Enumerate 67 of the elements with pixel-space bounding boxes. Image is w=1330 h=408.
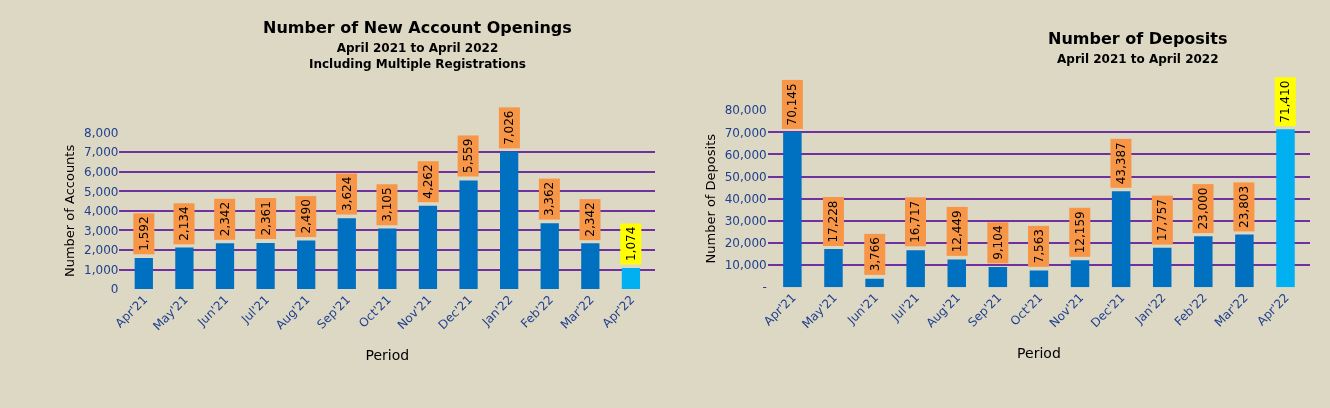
data-label: 70,145 — [785, 83, 800, 126]
y-tick-label: 2,000 — [84, 243, 119, 258]
y-tick-label: 10,000 — [724, 258, 767, 273]
y-axis-title: Number of Deposits — [702, 133, 718, 264]
bar — [459, 180, 478, 290]
data-label: 7,563 — [1031, 228, 1046, 264]
y-tick-label: 50,000 — [724, 169, 767, 184]
bar — [337, 218, 356, 290]
chart-title: Number of Deposits — [1048, 29, 1228, 48]
y-tick-label: - — [762, 280, 767, 295]
chart-title: Number of New Account Openings — [263, 18, 572, 37]
bar — [988, 267, 1008, 288]
y-tick-label: 5,000 — [84, 184, 119, 199]
data-label: 3,624 — [339, 176, 354, 212]
bar — [1070, 260, 1090, 288]
data-label: 4,262 — [421, 164, 436, 199]
data-label: 23,000 — [1196, 187, 1211, 230]
y-tick-label: 1,000 — [84, 262, 119, 277]
bar — [540, 223, 559, 290]
data-label: 1,592 — [136, 216, 151, 251]
bar — [947, 259, 966, 288]
y-tick-label: 3,000 — [84, 223, 119, 238]
data-label: 12,449 — [950, 210, 965, 253]
bar — [256, 242, 275, 290]
data-label: 2,342 — [583, 202, 598, 237]
data-label: 43,387 — [1113, 142, 1128, 185]
bar — [1029, 270, 1049, 288]
y-tick-label: 80,000 — [724, 103, 767, 118]
bar — [621, 268, 641, 290]
y-tick-label: 60,000 — [724, 147, 767, 162]
chart-subtitle: April 2021 to April 2022 — [1057, 52, 1219, 66]
bar — [906, 250, 925, 288]
bar — [865, 278, 884, 288]
chart-subtitle: April 2021 to April 2022 Including Multiple Registrations — [309, 41, 527, 71]
bar — [824, 249, 843, 288]
y-tick-label: 7,000 — [84, 145, 119, 160]
y-tick-label: 40,000 — [724, 191, 767, 206]
y-tick-label: 20,000 — [724, 236, 767, 251]
y-tick-label: 8,000 — [84, 125, 119, 140]
data-label: 16,717 — [908, 200, 923, 243]
data-label: 2,342 — [217, 201, 232, 237]
data-label: 17,757 — [1155, 199, 1170, 242]
data-label: 12,159 — [1072, 211, 1087, 254]
data-label: 3,105 — [379, 187, 394, 222]
data-label: 17,228 — [826, 200, 841, 243]
y-tick-label: 30,000 — [724, 214, 767, 228]
data-label: 3,362 — [542, 181, 557, 217]
data-label: 7,026 — [502, 110, 517, 145]
data-label: 1,074 — [623, 226, 638, 262]
data-label: 23,803 — [1236, 185, 1251, 228]
data-label: 71,410 — [1278, 80, 1293, 123]
y-tick-label: 4,000 — [84, 204, 119, 219]
bar — [1111, 191, 1131, 288]
x-axis-title: Period — [1017, 345, 1061, 362]
data-label: 2,134 — [177, 206, 192, 241]
data-label: 9,104 — [990, 225, 1005, 260]
y-tick-label: 70,000 — [724, 125, 767, 140]
y-tick-label: 6,000 — [84, 164, 119, 179]
x-axis-title: Period — [365, 347, 410, 364]
y-axis-title: Number of Accounts — [62, 144, 78, 278]
data-label: 3,766 — [867, 237, 882, 272]
y-tick-label: 0 — [110, 282, 119, 297]
bar — [783, 132, 802, 288]
data-label: 2,490 — [298, 199, 313, 234]
data-label: 5,559 — [461, 138, 476, 173]
data-label: 2,361 — [258, 201, 273, 236]
bar — [215, 243, 235, 290]
